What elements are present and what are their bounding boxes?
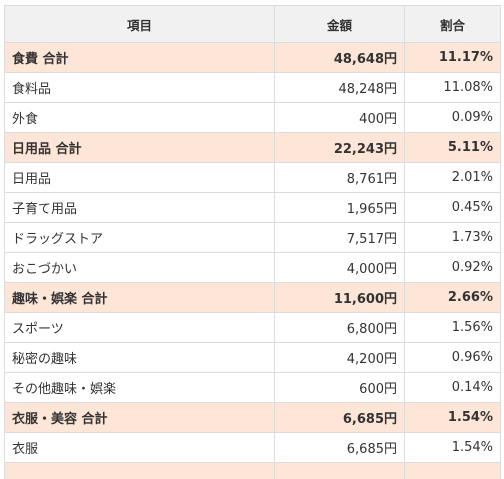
ratio-cell: 2.01% xyxy=(404,162,501,193)
ratio-cell: 0.09% xyxy=(404,102,501,133)
amount-cell: 1,965円 xyxy=(274,192,405,223)
item-cell: 衣服・美容 合計 xyxy=(4,402,275,433)
item-cell: 子育て用品 xyxy=(4,192,275,223)
item-cell: おこづかい xyxy=(4,252,275,283)
amount-cell: 4,200円 xyxy=(274,342,405,373)
ratio-cell: 1.56% xyxy=(404,312,501,343)
item-cell: その他趣味・娯楽 xyxy=(4,372,275,403)
ratio-cell: 0.96% xyxy=(404,342,501,373)
ratio-cell: 2.66% xyxy=(404,282,501,313)
amount-cell: 400円 xyxy=(274,102,405,133)
category-detail-row: 子育て用品 1,965円 0.45% xyxy=(4,192,501,223)
category-detail-row: 日用品 8,761円 2.01% xyxy=(4,162,501,193)
item-cell: 外食 xyxy=(4,102,275,133)
ratio-cell: 11.08% xyxy=(404,72,501,103)
category-detail-row: 食料品 48,248円 11.08% xyxy=(4,72,501,103)
category-detail-row: 外食 400円 0.09% xyxy=(4,102,501,133)
ratio-cell: 0.45% xyxy=(404,192,501,223)
item-cell: 食料品 xyxy=(4,72,275,103)
category-detail-row: おこづかい 4,000円 0.92% xyxy=(4,252,501,283)
ratio-cell: 0.14% xyxy=(404,372,501,403)
budget-breakdown-table: 項目 金額 割合 食費 合計 48,648円 11.17% 食料品 48,248円 11.… xyxy=(4,5,501,479)
amount-cell: 6,685円 xyxy=(274,402,405,433)
table-header: 項目 金額 割合 xyxy=(4,5,501,43)
column-header-item: 項目 xyxy=(4,5,275,43)
category-total-row: 日用品 合計 22,243円 5.11% xyxy=(4,132,501,163)
category-detail-row: 秘密の趣味 4,200円 0.96% xyxy=(4,342,501,373)
amount-cell: 4,000円 xyxy=(274,252,405,283)
category-detail-row: ドラッグストア 7,517円 1.73% xyxy=(4,222,501,253)
ratio-cell: 1.73% xyxy=(404,222,501,253)
ratio-cell: 1.54% xyxy=(404,432,501,463)
item-cell: スポーツ xyxy=(4,312,275,343)
amount-cell: 22,243円 xyxy=(274,132,405,163)
category-detail-row: その他趣味・娯楽 600円 0.14% xyxy=(4,372,501,403)
category-total-row xyxy=(4,462,501,479)
amount-cell: 6,800円 xyxy=(274,312,405,343)
category-total-row: 衣服・美容 合計 6,685円 1.54% xyxy=(4,402,501,433)
item-cell: ドラッグストア xyxy=(4,222,275,253)
amount-cell: 6,685円 xyxy=(274,432,405,463)
item-cell: 食費 合計 xyxy=(4,42,275,73)
category-total-row: 趣味・娯楽 合計 11,600円 2.66% xyxy=(4,282,501,313)
column-header-ratio: 割合 xyxy=(404,5,501,43)
amount-cell: 48,648円 xyxy=(274,42,405,73)
amount-cell: 600円 xyxy=(274,372,405,403)
item-cell: 秘密の趣味 xyxy=(4,342,275,373)
item-cell: 日用品 合計 xyxy=(4,132,275,163)
ratio-cell: 1.54% xyxy=(404,402,501,433)
category-total-row: 食費 合計 48,648円 11.17% xyxy=(4,42,501,73)
amount-cell: 7,517円 xyxy=(274,222,405,253)
table-body: 食費 合計 48,648円 11.17% 食料品 48,248円 11.08% 外食 400円… xyxy=(4,42,501,479)
amount-cell: 8,761円 xyxy=(274,162,405,193)
amount-cell: 11,600円 xyxy=(274,282,405,313)
column-header-amount: 金額 xyxy=(274,5,405,43)
item-cell: 日用品 xyxy=(4,162,275,193)
item-cell: 衣服 xyxy=(4,432,275,463)
amount-cell: 48,248円 xyxy=(274,72,405,103)
table-header-row: 項目 金額 割合 xyxy=(4,5,501,43)
ratio-cell: 0.92% xyxy=(404,252,501,283)
ratio-cell xyxy=(404,462,501,479)
item-cell xyxy=(4,462,275,479)
ratio-cell: 11.17% xyxy=(404,42,501,73)
ratio-cell: 5.11% xyxy=(404,132,501,163)
category-detail-row: 衣服 6,685円 1.54% xyxy=(4,432,501,463)
item-cell: 趣味・娯楽 合計 xyxy=(4,282,275,313)
category-detail-row: スポーツ 6,800円 1.56% xyxy=(4,312,501,343)
amount-cell xyxy=(274,462,405,479)
